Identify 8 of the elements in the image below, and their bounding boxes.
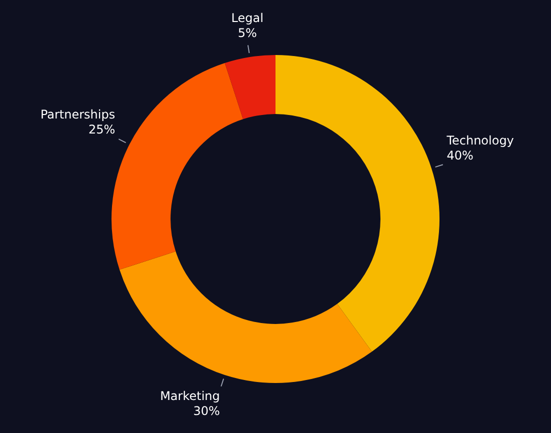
data-label: 25% bbox=[88, 122, 116, 136]
slice-label: Partnerships bbox=[40, 107, 116, 122]
data-label: 40% bbox=[446, 148, 474, 162]
slice-label: Marketing bbox=[160, 389, 220, 404]
data-label: 30% bbox=[193, 404, 220, 418]
data-label: 5% bbox=[238, 26, 257, 40]
slice-label: Legal bbox=[231, 11, 264, 26]
slice-label: Technology bbox=[446, 133, 514, 148]
